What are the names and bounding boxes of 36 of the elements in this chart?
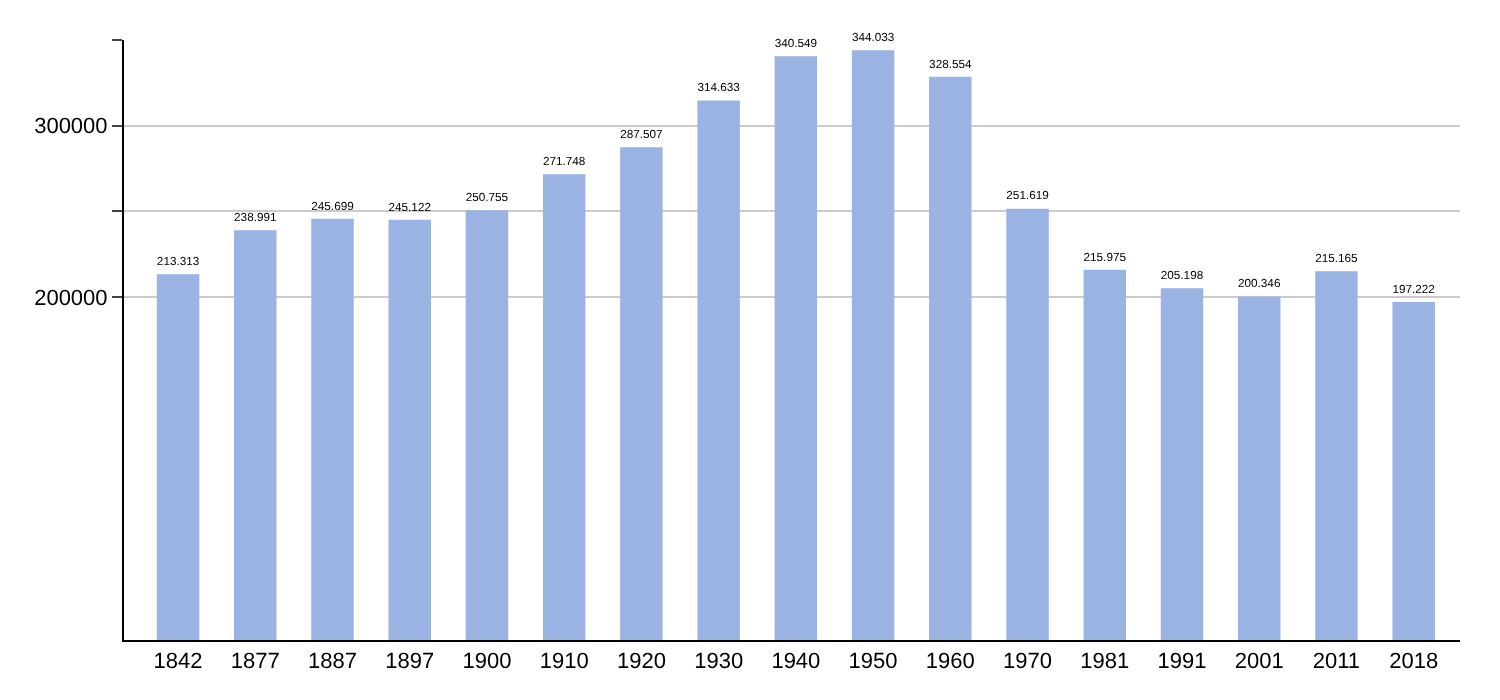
x-tick-label: 1910 <box>539 650 589 675</box>
bar <box>929 76 972 640</box>
x-tick-label: 2018 <box>1389 650 1439 675</box>
bar <box>620 147 663 640</box>
x-tick-label: 1930 <box>694 650 744 675</box>
bar <box>697 100 740 640</box>
x-tick-label: 1991 <box>1157 650 1207 675</box>
bar <box>1315 271 1358 640</box>
bar <box>234 230 277 640</box>
x-tick-label: 1920 <box>616 650 666 675</box>
bar <box>542 174 586 640</box>
bar <box>1237 296 1281 640</box>
bar <box>774 56 818 640</box>
y-tick-label: 200000 <box>34 286 108 311</box>
x-tick-label: 1981 <box>1080 650 1130 675</box>
x-tick-label: 1877 <box>230 650 280 675</box>
x-tick-label: 1970 <box>1003 650 1053 675</box>
y-tick-label: 300000 <box>34 115 108 140</box>
bar <box>1160 288 1204 640</box>
x-tick-label: 1897 <box>385 650 435 675</box>
x-tick-label: 2001 <box>1234 650 1284 675</box>
x-tick-label: 1960 <box>925 650 975 675</box>
x-tick-label: 1887 <box>308 650 357 675</box>
x-tick-label: 1842 <box>153 650 203 675</box>
bar <box>156 274 200 640</box>
x-tick-label: 2011 <box>1312 650 1361 675</box>
x-tick-label: 1940 <box>771 650 821 675</box>
x-tick-label: 1900 <box>462 650 512 675</box>
bar <box>388 219 431 640</box>
bar <box>851 50 895 640</box>
x-tick-label: 1950 <box>848 650 898 675</box>
bar <box>1083 269 1126 640</box>
bar <box>465 210 509 640</box>
bar <box>1392 301 1435 640</box>
bar <box>311 218 354 640</box>
bar <box>1006 208 1049 640</box>
